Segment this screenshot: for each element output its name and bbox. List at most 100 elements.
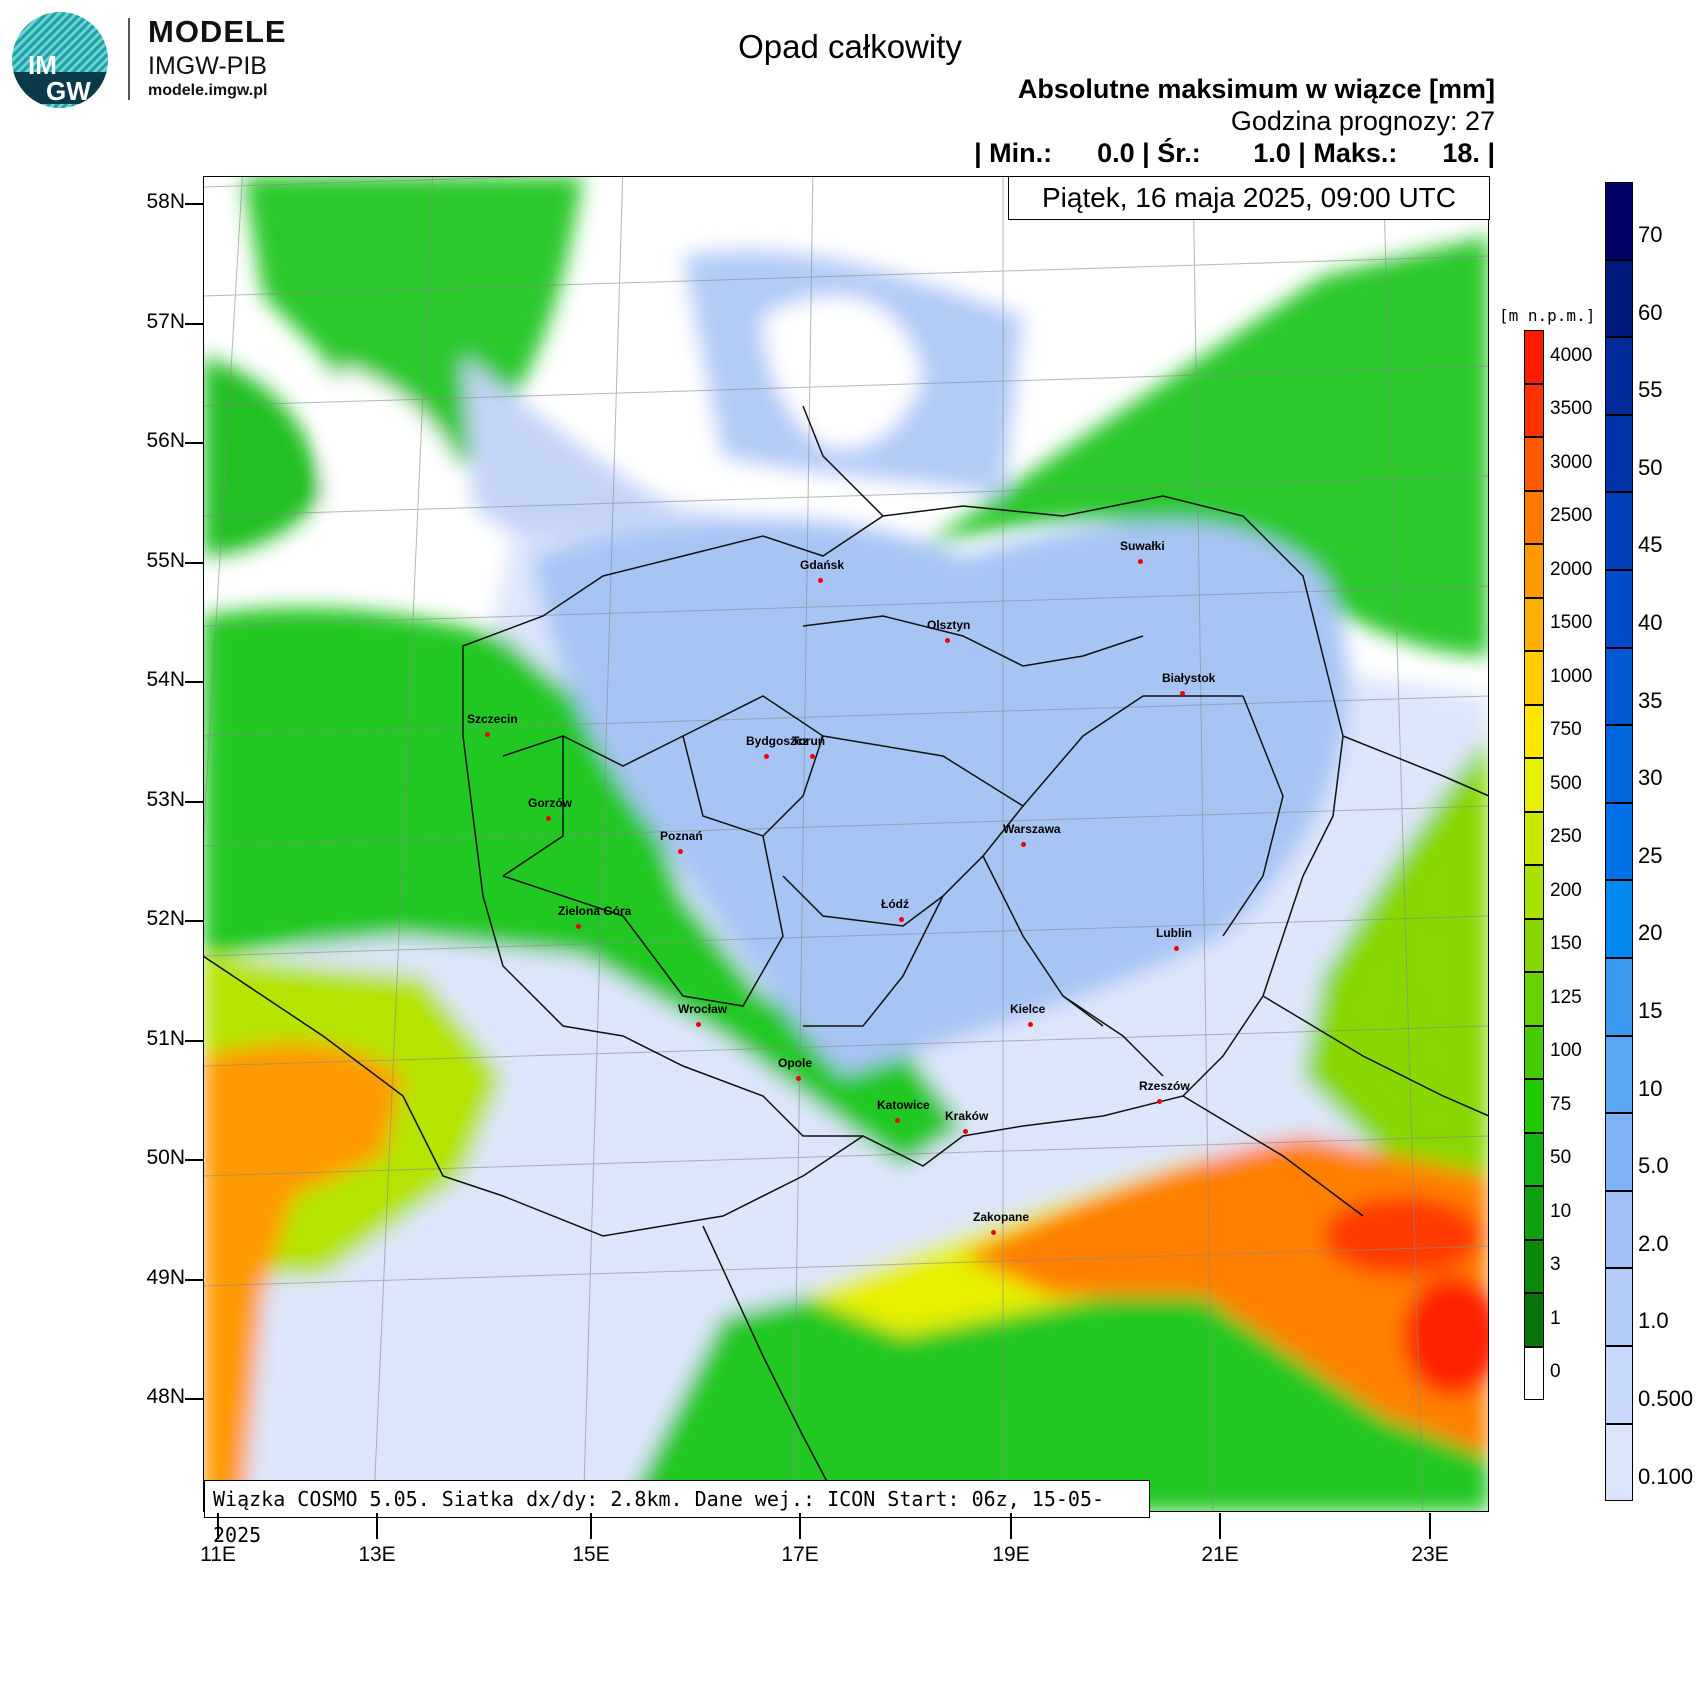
city-label: Białystok <box>1162 671 1216 685</box>
elevation-label: 4000 <box>1550 344 1593 366</box>
elevation-swatch <box>1524 704 1544 758</box>
city-label: Zielona Góra <box>558 904 632 918</box>
lat-tick-label: 56N <box>146 429 185 452</box>
elevation-swatch <box>1524 811 1544 865</box>
lat-tick-label: 50N <box>146 1146 185 1169</box>
precip-swatch <box>1605 1423 1633 1502</box>
lat-tick <box>185 1159 203 1161</box>
city-label: Suwałki <box>1120 539 1165 553</box>
precip-label: 0.500 <box>1638 1386 1694 1411</box>
elevation-swatch <box>1524 918 1544 972</box>
precip-swatch <box>1605 958 1633 1036</box>
precip-label: 40 <box>1638 610 1663 635</box>
city-marker <box>1180 691 1185 696</box>
elevation-swatch <box>1524 1079 1544 1133</box>
city-label: Toruń <box>792 734 826 748</box>
lon-tick-label: 23E <box>1411 1543 1449 1566</box>
elevation-legend-title: [m n.p.m.] <box>1499 306 1596 325</box>
lat-tick-label: 55N <box>146 548 185 572</box>
city-label: Olsztyn <box>927 618 971 632</box>
lat-tick <box>185 1039 203 1042</box>
elevation-swatch <box>1524 1346 1544 1400</box>
precip-label: 25 <box>1638 842 1663 868</box>
elevation-label: 10 <box>1550 1200 1572 1222</box>
precip-label: 1.0 <box>1638 1308 1669 1334</box>
elevation-swatch <box>1524 1239 1544 1293</box>
precip-swatch <box>1605 880 1633 958</box>
stats-line: | Min.: 0.0 | Śr.: 1.0 | Maks.: 18. | <box>974 138 1495 168</box>
brand-url[interactable]: modele.imgw.pl <box>148 82 268 99</box>
elevation-label: 3 <box>1550 1254 1561 1276</box>
precip-swatch <box>1605 725 1633 803</box>
lon-tick-label: 19E <box>992 1543 1030 1566</box>
lon-tick <box>217 1513 219 1539</box>
precip-swatch <box>1605 1346 1633 1424</box>
logo-text-top: IM <box>28 50 57 80</box>
lon-tick <box>1429 1513 1431 1539</box>
city-label: Gdańsk <box>800 558 845 572</box>
elevation-label: 100 <box>1550 1040 1582 1062</box>
elevation-label: 3000 <box>1550 451 1593 473</box>
lat-tick <box>185 442 203 444</box>
precip-label: 55 <box>1638 377 1663 403</box>
city-marker <box>485 732 490 737</box>
city-marker <box>678 849 683 854</box>
lat-tick-label: 54N <box>146 668 185 691</box>
brand-line2: IMGW-PIB <box>148 52 267 80</box>
elevation-swatch <box>1524 1025 1544 1079</box>
precip-label: 35 <box>1638 687 1663 713</box>
city-marker <box>1021 842 1026 847</box>
city-marker <box>895 1118 900 1123</box>
forecast-hour: Godzina prognozy: 27 <box>1230 106 1495 136</box>
lon-tick-label: 11E <box>200 1543 236 1566</box>
lon-tick-label: 21E <box>1201 1543 1239 1566</box>
city-marker <box>546 816 551 821</box>
elevation-label: 1000 <box>1550 665 1593 687</box>
precip-swatch <box>1605 414 1633 493</box>
elevation-swatch <box>1524 1132 1544 1186</box>
city-marker <box>796 1076 801 1081</box>
city-marker <box>1028 1022 1033 1027</box>
elevation-swatch <box>1524 972 1544 1026</box>
precip-swatch <box>1605 647 1633 726</box>
elevation-label: 2000 <box>1550 558 1593 580</box>
precip-swatch <box>1605 1035 1633 1114</box>
city-label: Bydgoszcz <box>746 734 809 748</box>
lat-tick-label: 51N <box>146 1026 185 1050</box>
elevation-swatch <box>1524 330 1544 384</box>
precip-swatch <box>1605 337 1633 415</box>
elevation-label: 50 <box>1550 1147 1572 1169</box>
precip-swatch <box>1605 1190 1633 1269</box>
elevation-swatch <box>1524 597 1544 651</box>
lat-tick-label: 48N <box>146 1385 185 1408</box>
city-label: Szczecin <box>467 712 518 726</box>
elevation-swatch <box>1524 758 1544 812</box>
elevation-label: 3500 <box>1550 398 1593 420</box>
precip-label: 10 <box>1638 1075 1663 1101</box>
elevation-swatch <box>1524 1293 1544 1347</box>
city-label: Wrocław <box>678 1002 728 1016</box>
logo-text-bottom: GW <box>46 76 91 106</box>
city-label: Łódź <box>881 897 909 911</box>
logo-divider <box>128 18 130 100</box>
map-subtitle: Absolutne maksimum w wiązce [mm] <box>1017 74 1495 104</box>
elevation-label: 125 <box>1550 986 1582 1008</box>
lon-tick <box>1010 1513 1012 1539</box>
lat-tick <box>185 920 203 922</box>
lat-tick <box>185 800 203 803</box>
elevation-label: 150 <box>1550 933 1582 955</box>
precip-swatch <box>1605 492 1633 570</box>
city-marker <box>696 1022 701 1027</box>
elevation-label: 750 <box>1550 719 1582 741</box>
precip-label: 20 <box>1638 920 1663 946</box>
model-info-footer: Wiązka COSMO 5.05. Siatka dx/dy: 2.8km. … <box>204 1480 1150 1547</box>
city-marker <box>963 1129 968 1134</box>
lon-tick-label: 17E <box>781 1543 819 1566</box>
precip-label: 15 <box>1638 998 1663 1023</box>
city-marker <box>991 1230 996 1235</box>
city-label: Opole <box>778 1056 813 1070</box>
precip-label: 60 <box>1638 299 1663 325</box>
elevation-swatch <box>1524 865 1544 919</box>
city-marker <box>899 917 904 922</box>
city-label: Warszawa <box>1003 822 1061 836</box>
